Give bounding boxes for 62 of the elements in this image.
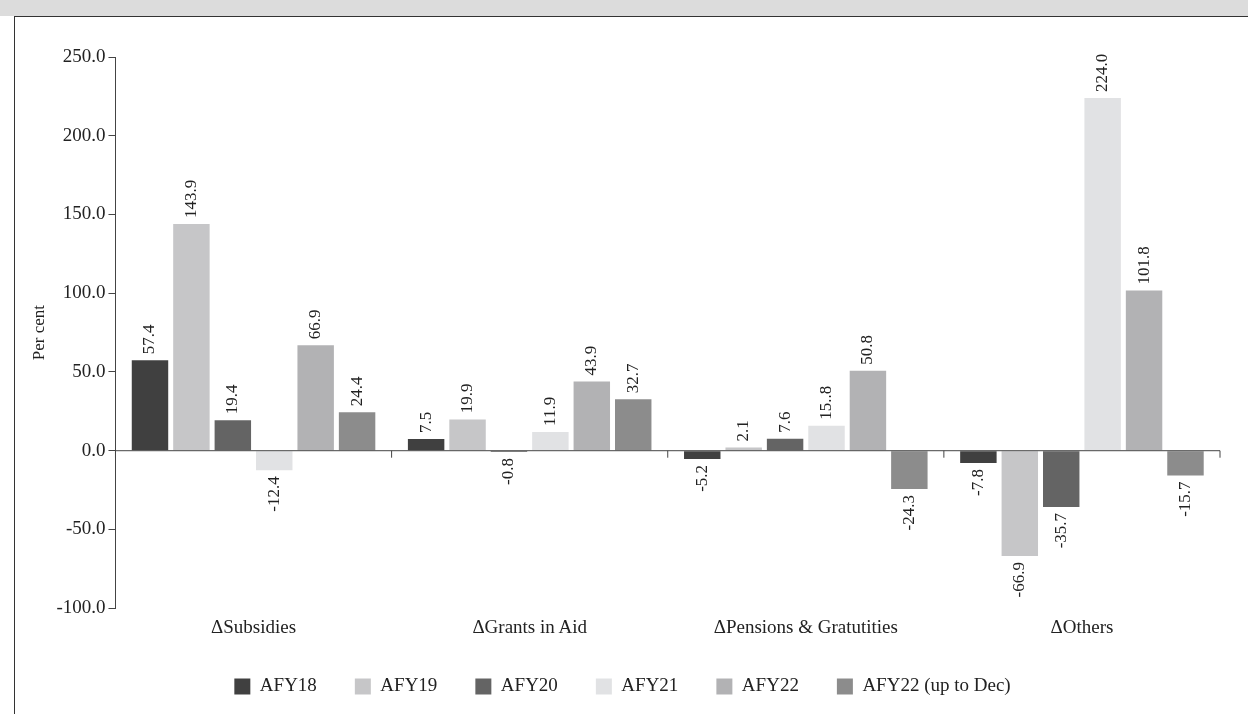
- bar: [256, 451, 293, 471]
- data-label: 7.6: [774, 411, 794, 433]
- bar: [766, 438, 804, 451]
- data-label: 66.9: [305, 309, 325, 340]
- data-label: -66.9: [1009, 562, 1029, 598]
- bar: [297, 345, 334, 451]
- y-tick-label: 250.0: [62, 44, 106, 66]
- data-label: 143.9: [180, 179, 200, 219]
- legend-label: AFY18: [259, 674, 317, 696]
- bar: [1001, 451, 1039, 557]
- bar: [849, 370, 887, 451]
- data-label: 7.5: [415, 411, 435, 433]
- data-label: -5.2: [691, 464, 711, 492]
- data-label: -35.7: [1050, 512, 1070, 549]
- x-tick-label: ΔSubsidies: [211, 615, 297, 637]
- y-axis-title: Per cent: [28, 304, 48, 361]
- data-label: 43.9: [581, 345, 601, 376]
- data-label: 11.9: [539, 396, 559, 426]
- bar: [214, 420, 252, 451]
- data-label: 15..8: [815, 385, 835, 420]
- bar: [1167, 451, 1204, 476]
- bar: [173, 224, 210, 451]
- legend-label: AFY22 (up to Dec): [862, 674, 1011, 697]
- data-label: 2.1: [733, 420, 753, 442]
- y-tick-label: 0.0: [81, 438, 106, 460]
- x-tick-label: ΔPensions & Gratutities: [713, 615, 898, 637]
- bar: [449, 419, 486, 451]
- legend-label: AFY19: [380, 674, 438, 696]
- data-label: 19.9: [457, 383, 477, 414]
- data-label: -24.3: [898, 494, 918, 531]
- y-tick-label: 50.0: [72, 359, 106, 381]
- data-label: -12.4: [263, 475, 283, 512]
- data-label: 101.8: [1133, 246, 1153, 285]
- bar: [615, 399, 652, 451]
- legend-label: AFY22: [741, 674, 799, 696]
- data-label: 50.8: [857, 334, 877, 365]
- legend-label: AFY20: [500, 674, 558, 696]
- y-tick-label: 150.0: [62, 202, 106, 224]
- bar: [338, 412, 376, 451]
- legend-label: AFY21: [621, 674, 679, 696]
- bar: [573, 381, 611, 451]
- data-label: 224.0: [1092, 53, 1112, 92]
- data-label: -15.7: [1174, 480, 1194, 517]
- x-tick-label: ΔGrants in Aid: [472, 615, 588, 637]
- bar: [532, 431, 569, 451]
- data-label: 19.4: [222, 383, 242, 415]
- bar: [725, 447, 762, 451]
- bar: [808, 425, 845, 451]
- data-label: 57.4: [139, 324, 159, 355]
- data-label: -0.8: [498, 457, 518, 485]
- data-label: 24.4: [346, 376, 366, 407]
- y-tick-label: -50.0: [65, 517, 106, 539]
- bar: [1084, 97, 1121, 451]
- y-tick-label: 200.0: [62, 123, 106, 145]
- data-label: 32.7: [622, 362, 642, 394]
- y-tick-label: -100.0: [56, 596, 106, 618]
- bar: [1043, 451, 1080, 507]
- x-tick-label: ΔOthers: [1050, 615, 1114, 637]
- bar: [1125, 290, 1163, 451]
- bar: [891, 451, 928, 489]
- y-tick-label: 100.0: [62, 281, 106, 303]
- data-label: -7.8: [967, 469, 987, 496]
